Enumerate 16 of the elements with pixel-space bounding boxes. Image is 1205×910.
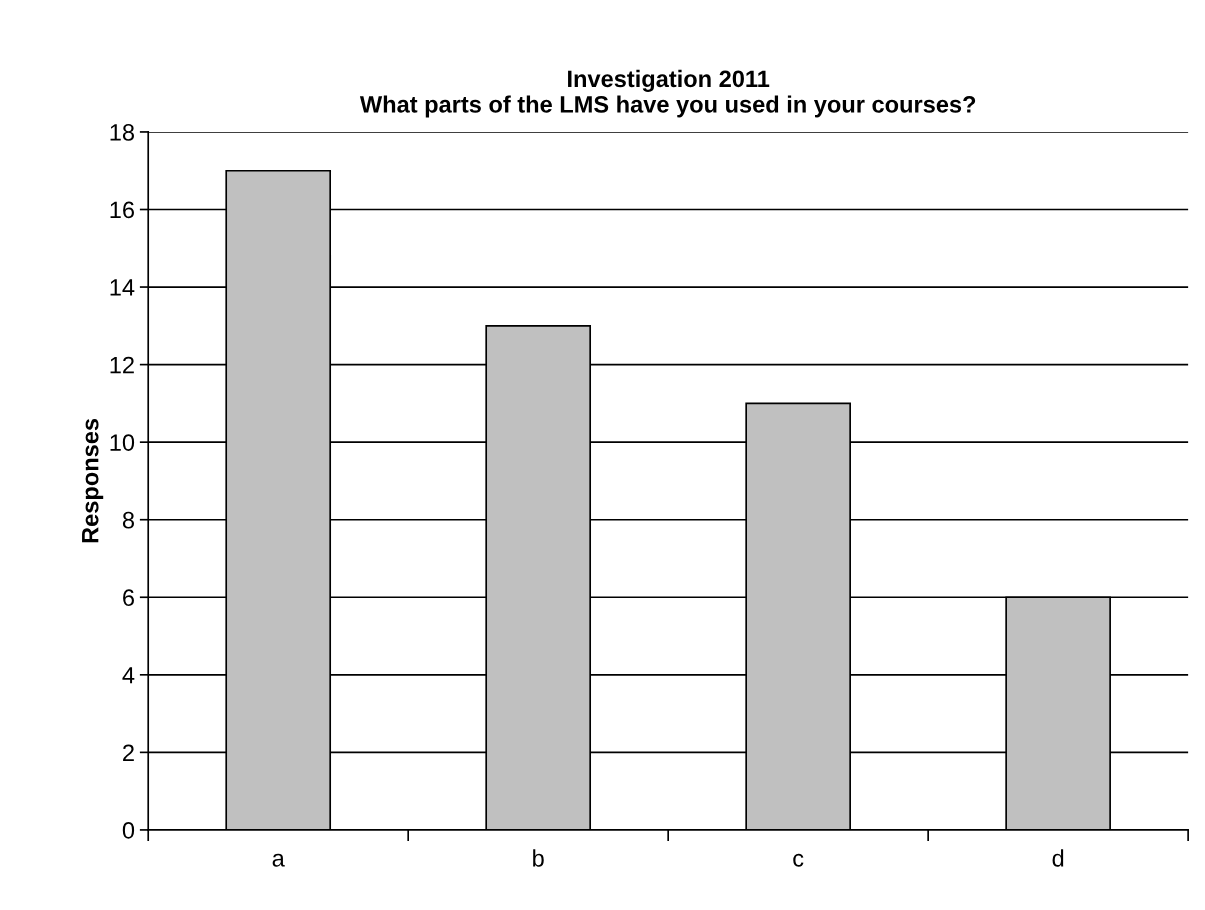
y-tick-label: 16 [110, 201, 134, 219]
x-tick-label: a [272, 853, 285, 867]
y-tick-label: 0 [122, 821, 135, 839]
y-tick-label: 2 [123, 744, 134, 761]
x-tick-label: d [1052, 849, 1064, 867]
y-tick-label: 10 [110, 434, 135, 451]
x-tick-label: c [793, 853, 804, 867]
y-tick-label: 8 [122, 511, 134, 529]
y-tick-label: 6 [123, 589, 134, 607]
y-tick-label: 14 [110, 279, 135, 296]
y-tick-label: 4 [122, 667, 135, 684]
x-tick-label: b [533, 849, 544, 867]
y-axis-title: Responses [82, 418, 104, 543]
y-tick-label: 18 [110, 124, 134, 141]
y-tick-label: 12 [110, 356, 134, 374]
chart-title: Investigation 2011 What parts of the LMS have you used in your courses? [359, 69, 976, 118]
